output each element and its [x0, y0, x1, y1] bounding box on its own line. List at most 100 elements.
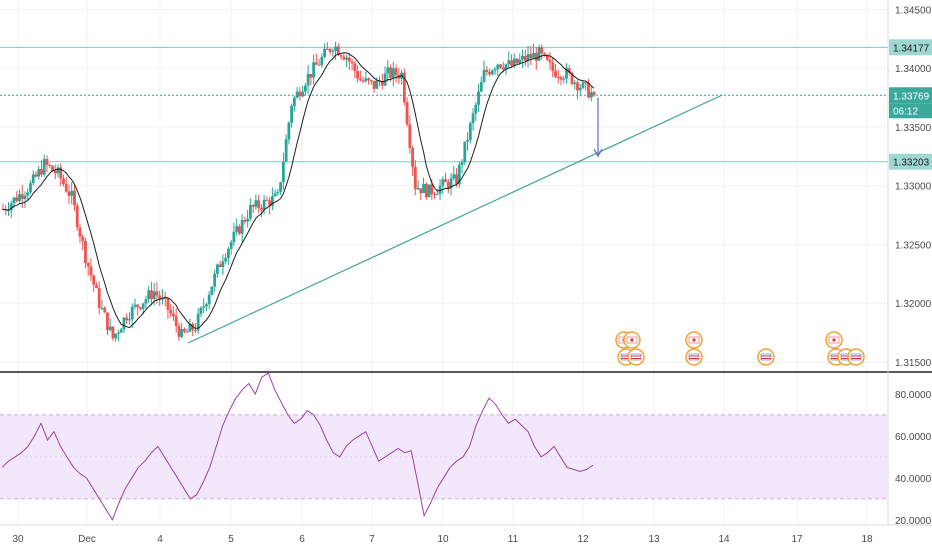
- candle: [89, 258, 93, 281]
- candle-body: [369, 80, 373, 82]
- candle-body: [64, 183, 68, 192]
- candle: [18, 189, 21, 203]
- candle: [174, 307, 178, 333]
- candle-body: [114, 333, 118, 339]
- candle: [64, 176, 68, 193]
- date-tick-label: 6: [299, 534, 305, 545]
- candle: [416, 180, 420, 191]
- candle-body: [386, 67, 390, 74]
- date-tick-label: 18: [861, 534, 873, 545]
- level-label-bg: [889, 87, 932, 104]
- candle-body: [119, 329, 123, 333]
- candle-body: [218, 264, 222, 268]
- candle-body: [523, 56, 527, 61]
- candle: [356, 65, 359, 83]
- candle: [565, 63, 568, 84]
- candle-body: [133, 304, 137, 307]
- candle-body: [422, 183, 425, 194]
- candle-body: [446, 182, 450, 189]
- candle-body: [466, 140, 469, 142]
- candle-body: [254, 200, 258, 207]
- candle: [389, 64, 392, 82]
- level-label-bg: [889, 153, 932, 170]
- candle-body: [141, 303, 145, 309]
- candle-body: [78, 227, 82, 237]
- candle: [227, 246, 230, 265]
- candle: [177, 322, 181, 342]
- candle: [402, 68, 406, 106]
- candle-body: [314, 62, 318, 65]
- candle-body: [163, 297, 167, 299]
- level-label-text: 1.33769: [893, 91, 930, 102]
- maple-leaf-icon: [630, 338, 634, 342]
- candle-body: [543, 53, 546, 55]
- candle-body: [556, 76, 560, 78]
- candle: [150, 281, 153, 306]
- candle-body: [565, 68, 568, 79]
- candle-body: [265, 199, 269, 201]
- rsi-axis: 80.0000 60.0000 40.0000 20.0000: [895, 390, 932, 527]
- maple-leaf-icon: [832, 338, 836, 342]
- level-price-label: 1.34177: [889, 39, 932, 56]
- candle-body: [559, 77, 563, 80]
- candle-body: [367, 78, 370, 81]
- candle-body: [482, 69, 486, 82]
- candle: [367, 77, 370, 85]
- candle: [78, 223, 82, 244]
- candle: [70, 182, 74, 204]
- candle: [265, 196, 269, 202]
- candle: [81, 234, 85, 250]
- candle-body: [84, 240, 87, 264]
- candle-body: [259, 207, 263, 210]
- candle-body: [375, 80, 379, 89]
- candle-body: [12, 197, 16, 204]
- candle-body: [106, 312, 109, 331]
- candle-body: [347, 57, 351, 62]
- candle-body: [108, 326, 112, 331]
- candle: [86, 262, 90, 276]
- candle: [460, 159, 464, 174]
- candle: [438, 179, 442, 201]
- candle: [446, 179, 450, 194]
- candle-body: [158, 295, 162, 300]
- candle-body: [172, 313, 175, 317]
- maple-leaf-icon: [692, 338, 696, 342]
- date-tick-label: 30: [12, 534, 24, 545]
- candle-body: [185, 331, 189, 333]
- candle: [526, 45, 530, 68]
- candle: [133, 298, 137, 310]
- candle: [183, 327, 186, 334]
- candle: [243, 216, 247, 225]
- candle: [221, 254, 225, 276]
- candle-body: [507, 60, 511, 65]
- candle: [515, 57, 519, 65]
- moving-average-line: [2, 52, 595, 329]
- candle-body: [238, 226, 241, 234]
- candle: [254, 194, 258, 210]
- rsi-tick-label: 40.0000: [895, 474, 932, 485]
- event-us-14: [757, 348, 775, 366]
- candle-body: [92, 275, 96, 285]
- candle: [364, 71, 368, 83]
- candle: [510, 54, 513, 68]
- candle-body: [188, 323, 192, 332]
- candle: [408, 115, 412, 154]
- candle-body: [457, 164, 461, 185]
- candle: [317, 59, 321, 66]
- candle-body: [435, 193, 439, 195]
- candle: [592, 90, 596, 97]
- candle-body: [122, 317, 126, 330]
- candle: [59, 163, 63, 187]
- candle: [213, 269, 217, 292]
- candle-body: [320, 56, 324, 65]
- candle: [350, 58, 354, 71]
- candle-body: [391, 68, 395, 78]
- levels: [0, 46, 888, 163]
- candle: [298, 87, 302, 101]
- candle-body: [29, 183, 32, 193]
- candle-body: [37, 169, 41, 177]
- candle: [100, 299, 104, 311]
- candle-body: [504, 64, 508, 70]
- candle-body: [18, 194, 21, 202]
- candle-body: [284, 139, 288, 162]
